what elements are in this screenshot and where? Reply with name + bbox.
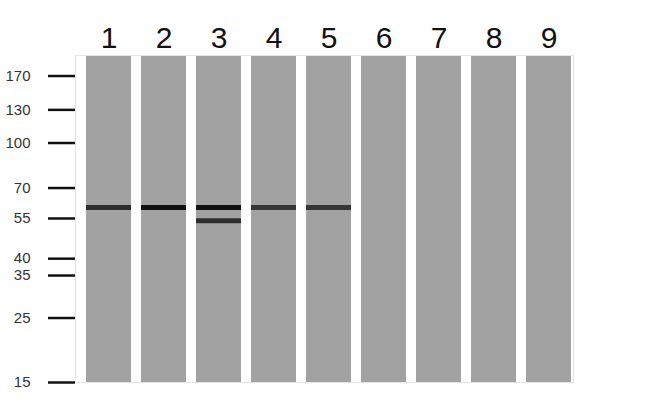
svg-text:6: 6 [376,21,393,54]
svg-text:9: 9 [541,21,558,54]
svg-text:40: 40 [14,249,31,266]
svg-text:170: 170 [5,67,30,84]
svg-text:35: 35 [14,266,31,283]
svg-text:25: 25 [14,309,31,326]
svg-text:5: 5 [321,21,338,54]
svg-text:4: 4 [266,21,283,54]
svg-text:55: 55 [14,209,31,226]
svg-text:2: 2 [156,21,173,54]
svg-text:100: 100 [5,134,30,151]
svg-text:3: 3 [211,21,228,54]
svg-text:70: 70 [14,179,31,196]
svg-text:1: 1 [101,21,118,54]
svg-text:15: 15 [14,373,31,390]
svg-text:7: 7 [431,21,448,54]
svg-text:8: 8 [486,21,503,54]
svg-text:130: 130 [5,101,30,118]
